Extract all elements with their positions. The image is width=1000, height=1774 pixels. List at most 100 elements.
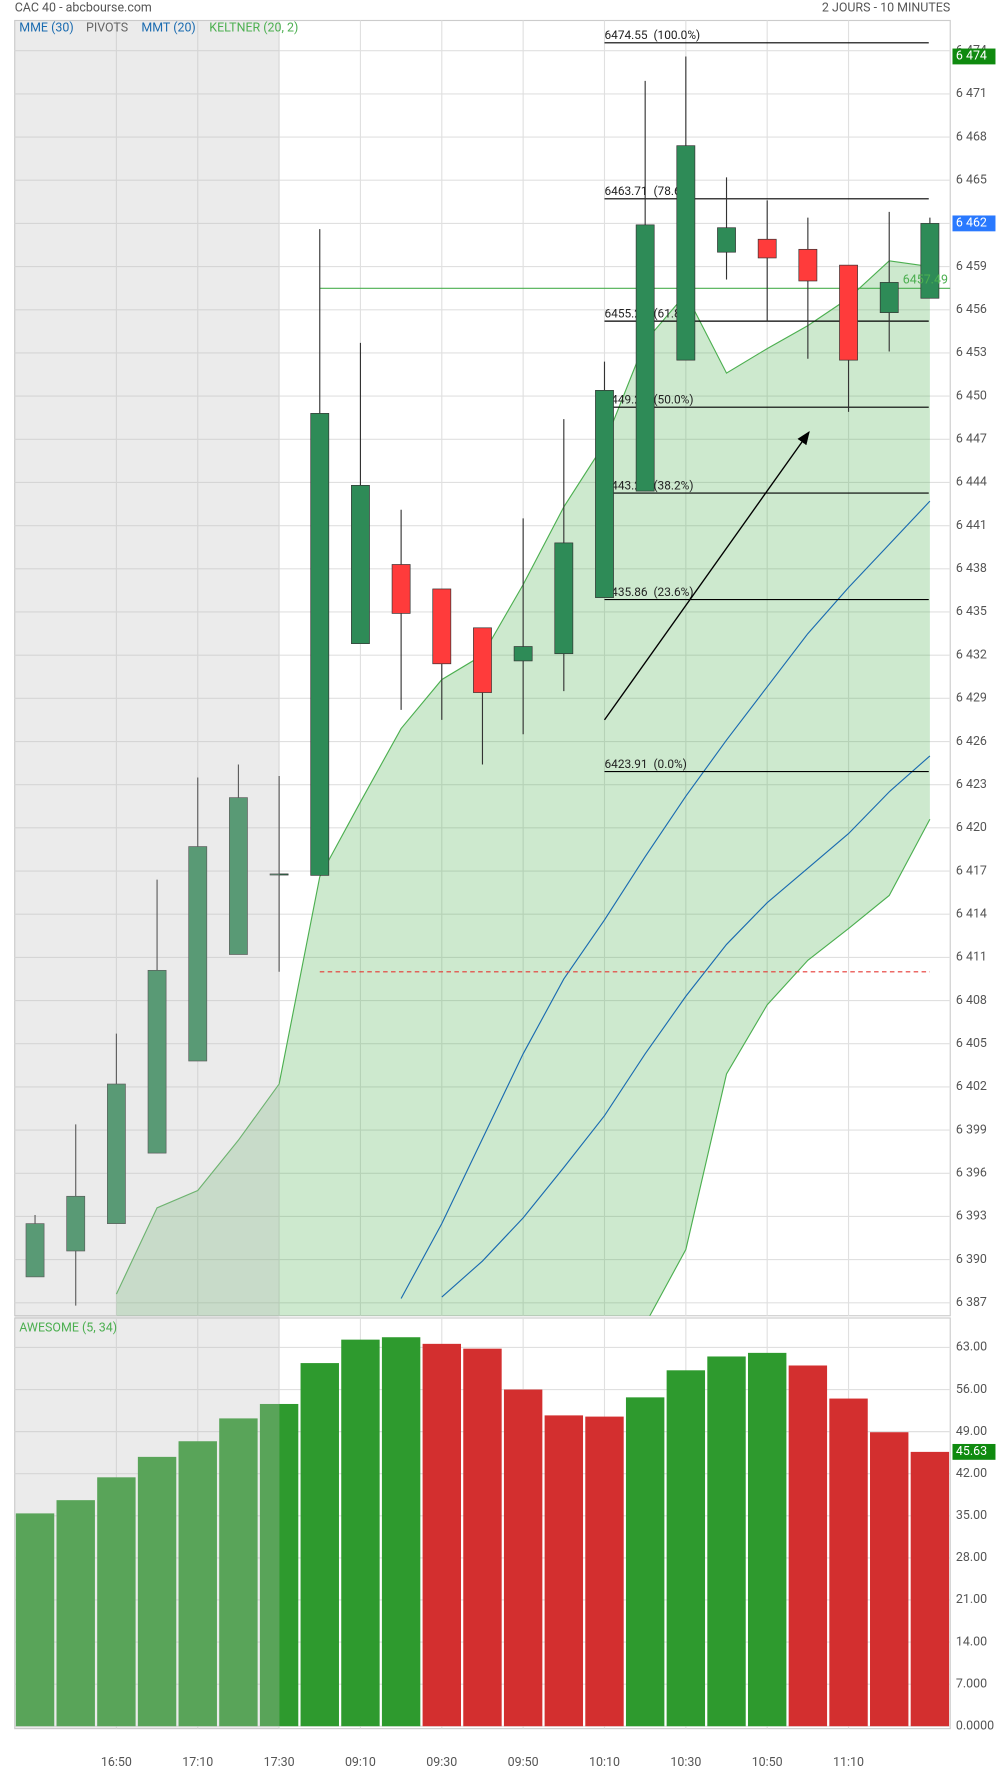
bar (381, 1337, 421, 1727)
previous-session-shade (14, 20, 280, 1729)
candle-body (798, 248, 818, 282)
x-tick-label: 09:50 (508, 1755, 539, 1770)
x-tick-label: 10:30 (670, 1755, 701, 1770)
bar (341, 1339, 380, 1727)
legend-entry: PIVOTS (86, 21, 128, 36)
candle-body (717, 227, 736, 253)
y-tick-label: 6 417 (956, 863, 987, 878)
candle-body (107, 1083, 126, 1224)
y-tick-label: 6 444 (956, 475, 987, 490)
x-tick-label: 10:10 (589, 1755, 620, 1770)
candle-body (25, 1223, 45, 1278)
price-marker (952, 48, 996, 65)
price-panel (14, 19, 951, 1317)
candle-body (432, 588, 452, 665)
candle-body (391, 564, 411, 614)
bar (300, 1363, 339, 1727)
y-tick-label: 56.00 (956, 1382, 987, 1397)
y-tick-label: 6 426 (956, 734, 987, 749)
price-marker (952, 215, 996, 232)
bar (707, 1356, 746, 1727)
y-tick-label: 6 441 (956, 518, 987, 533)
fibonacci-label: 6435.86 (23.6%) (604, 585, 693, 599)
bar (422, 1343, 461, 1727)
y-tick-label: 6 438 (956, 561, 987, 576)
y-tick-label: 6 402 (956, 1079, 987, 1094)
candle-body (473, 627, 492, 693)
panel-title: AWESOME (5, 34) (19, 1320, 117, 1335)
fibonacci-label: 6463.71 (78.6%) (604, 184, 693, 198)
trend-arrow (603, 430, 810, 721)
y-tick-label: 6 432 (956, 647, 987, 662)
y-tick-label: 6 471 (956, 86, 987, 101)
moving-average (441, 755, 931, 1298)
bar (585, 1416, 624, 1727)
legend-entry: MMT (20) (141, 21, 195, 36)
y-tick-label: 6 429 (956, 691, 987, 706)
y-tick-label: 6 450 (956, 388, 987, 403)
price-marker-label: 45.63 (956, 1444, 987, 1459)
y-tick-label: 42.00 (956, 1466, 987, 1481)
y-tick-label: 6 414 (956, 906, 987, 921)
candle-body (635, 224, 655, 492)
candle-body (595, 390, 614, 598)
bar (544, 1415, 584, 1727)
y-tick-label: 6 405 (956, 1036, 987, 1051)
y-tick-label: 6 399 (956, 1122, 987, 1137)
y-tick-label: 0.0000 (956, 1719, 994, 1734)
fibonacci-label: 6474.55 (100.0%) (604, 28, 700, 42)
x-tick-label: 09:30 (426, 1755, 457, 1770)
y-tick-label: 6 411 (956, 950, 987, 965)
candle-body (188, 846, 208, 1062)
bar (137, 1456, 177, 1727)
y-tick-label: 63.00 (956, 1340, 987, 1355)
candle-body (351, 484, 370, 644)
y-tick-label: 35.00 (956, 1508, 987, 1523)
candle-body (757, 238, 777, 259)
x-tick-label: 10:50 (752, 1755, 783, 1770)
y-tick-label: 6 387 (956, 1295, 987, 1310)
bar (15, 1513, 55, 1727)
y-tick-label: 6 435 (956, 604, 987, 619)
bar (910, 1451, 950, 1727)
header-title: CAC 40 - abcbourse.com (15, 0, 152, 15)
awesome-panel (14, 1317, 951, 1730)
candle-body (879, 282, 899, 313)
candle-body (513, 646, 533, 662)
y-tick-label: 6 396 (956, 1166, 987, 1181)
candle-body (147, 969, 167, 1154)
bar (747, 1352, 787, 1727)
bar (788, 1365, 828, 1727)
bar (56, 1500, 95, 1727)
x-tick-label: 16:50 (101, 1755, 132, 1770)
y-tick-label: 14.00 (956, 1634, 987, 1649)
bar (625, 1397, 665, 1727)
candle-body (66, 1195, 86, 1252)
candle-body (676, 145, 696, 361)
y-tick-label: 6 465 (956, 173, 987, 188)
y-tick-label: 6 459 (956, 259, 987, 274)
candle-body (920, 223, 940, 299)
y-tick-label: 6 390 (956, 1252, 987, 1267)
price-marker-label: 6 462 (956, 216, 987, 231)
bar (463, 1348, 502, 1727)
x-tick-label: 11:10 (833, 1755, 864, 1770)
y-tick-label: 21.00 (956, 1592, 987, 1607)
legend-entry: MME (30) (19, 21, 73, 36)
y-tick-label: 6 420 (956, 820, 987, 835)
y-tick-label: 6 447 (956, 432, 987, 447)
candle-body (554, 542, 574, 655)
y-tick-label: 6 423 (956, 777, 987, 792)
candle-body (839, 264, 858, 361)
bar (666, 1370, 706, 1727)
price-marker (952, 1443, 996, 1460)
y-tick-label: 6 468 (956, 129, 987, 144)
y-tick-label: 49.00 (956, 1424, 987, 1439)
moving-average (400, 500, 931, 1299)
keltner-lower (649, 818, 931, 1316)
y-tick-label: 7.000 (956, 1676, 987, 1691)
y-tick-label: 6 408 (956, 993, 987, 1008)
price-marker-label: 6 474 (956, 49, 987, 64)
keltner-band (116, 260, 930, 1316)
y-tick-label: 6 393 (956, 1209, 987, 1224)
